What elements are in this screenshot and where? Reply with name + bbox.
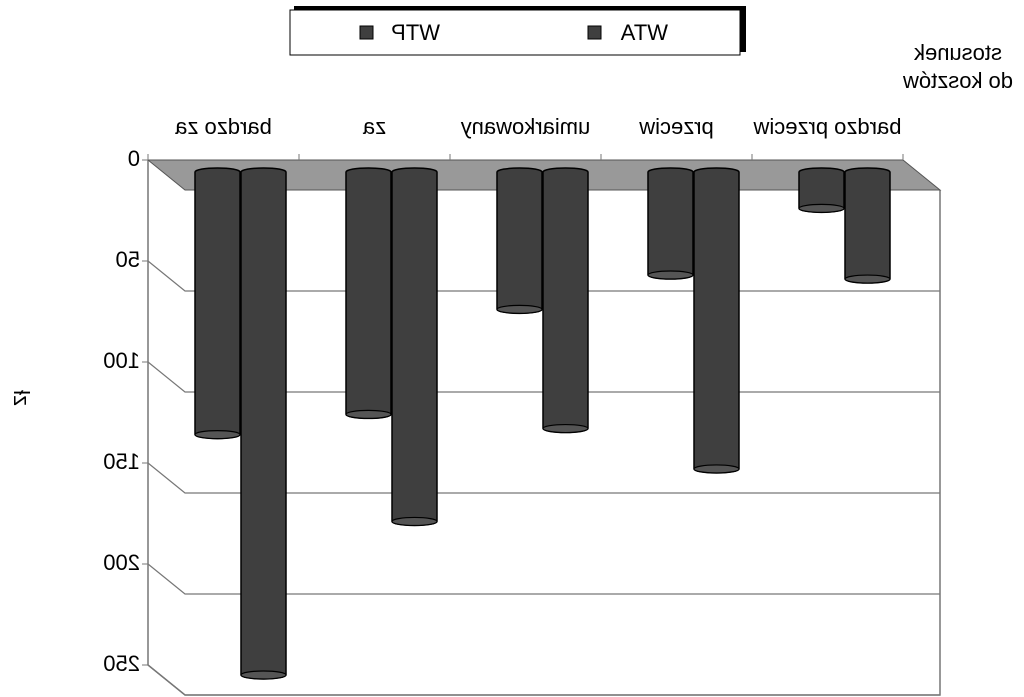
x-tick-label: przeciw xyxy=(639,114,714,139)
bar-bottom xyxy=(496,304,543,314)
grid-line xyxy=(147,260,940,292)
bar xyxy=(194,167,241,440)
grid-line xyxy=(147,361,940,393)
legend-label: WTA xyxy=(620,20,668,45)
y-tick-label: 150 xyxy=(103,449,140,474)
y-tick-label: 250 xyxy=(103,651,140,676)
bar-bottom xyxy=(240,670,287,680)
bar xyxy=(542,167,589,434)
bar xyxy=(345,167,392,420)
legend-swatch xyxy=(359,25,374,40)
bar xyxy=(693,167,740,474)
x-tick-label: bardzo przeciw xyxy=(753,114,901,139)
legend-box xyxy=(289,9,741,56)
bar-bottom xyxy=(844,274,891,284)
bar-bottom xyxy=(391,516,438,527)
y-tick-label: 100 xyxy=(103,348,140,373)
legend-label: WTP xyxy=(391,20,440,45)
legend-swatch xyxy=(587,25,602,40)
y-axis-title: zł xyxy=(9,390,34,406)
y-tick-label: 200 xyxy=(103,550,140,575)
bar-bottom xyxy=(542,423,589,434)
grid-line xyxy=(147,563,940,595)
bar-bottom xyxy=(194,430,241,440)
y-tick-label: 50 xyxy=(116,247,140,272)
x-axis-title: stosunek do kosztów xyxy=(903,40,1013,93)
bar-bottom xyxy=(693,464,740,474)
x-tick-label: umiarkowany xyxy=(461,114,591,139)
y-tick-label: 0 xyxy=(128,146,140,171)
x-tick-label: bardzo za xyxy=(174,114,271,139)
bar xyxy=(844,167,891,284)
bar-bottom xyxy=(345,409,392,419)
bar xyxy=(391,167,438,527)
bar xyxy=(496,167,543,315)
bar-bottom xyxy=(647,270,694,280)
bar xyxy=(647,167,694,280)
bar xyxy=(240,167,287,680)
grid-line xyxy=(147,664,940,696)
grid-line xyxy=(147,462,940,494)
bar-bottom xyxy=(798,203,845,213)
x-tick-label: za xyxy=(362,114,386,139)
